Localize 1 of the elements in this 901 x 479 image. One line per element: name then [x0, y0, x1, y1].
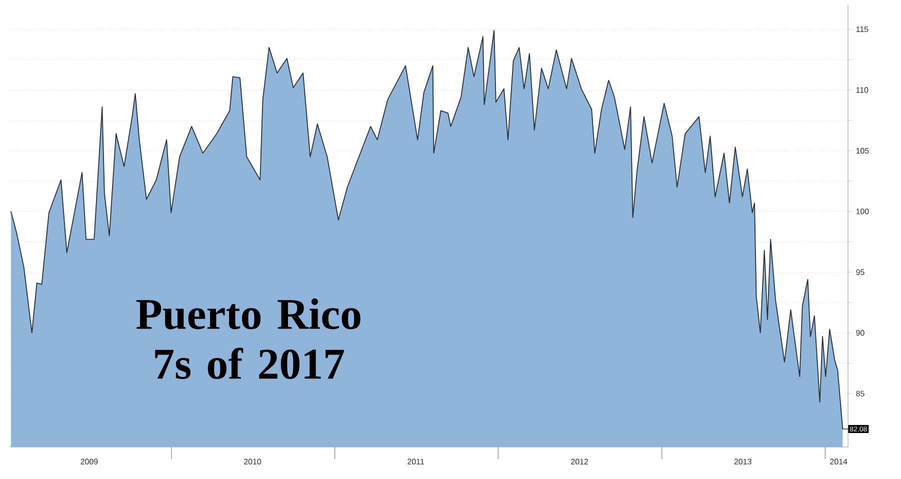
text: Puerto Rico 7s of 2017: [136, 298, 360, 380]
